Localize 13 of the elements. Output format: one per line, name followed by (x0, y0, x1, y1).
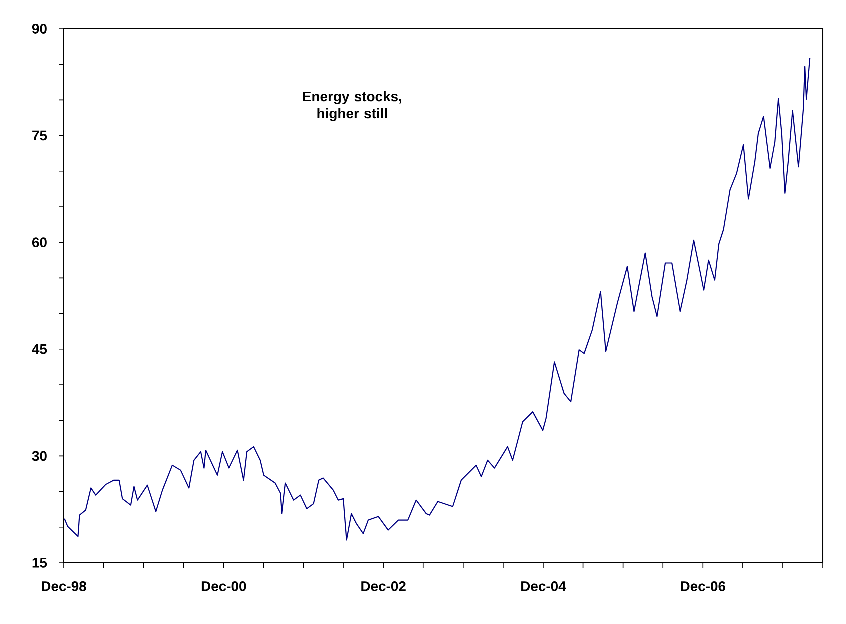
y-tick-label: 45 (32, 344, 48, 354)
x-tick-label: Dec-98 (42, 582, 86, 592)
x-tick-label: Dec-04 (522, 582, 566, 592)
x-tick-label: Dec-00 (202, 582, 246, 592)
y-tick-label: 30 (32, 451, 47, 462)
line-series (64, 58, 811, 541)
y-tick-label: 75 (32, 130, 48, 141)
y-tick-label: 90 (32, 24, 47, 34)
x-tick-label: Dec-02 (362, 582, 406, 592)
y-tick-label: 15 (32, 558, 48, 568)
y-tick-label: 60 (32, 238, 47, 248)
annotation: Energy stocks, higher still (303, 91, 402, 122)
x-tick-label: Dec-06 (681, 582, 726, 592)
